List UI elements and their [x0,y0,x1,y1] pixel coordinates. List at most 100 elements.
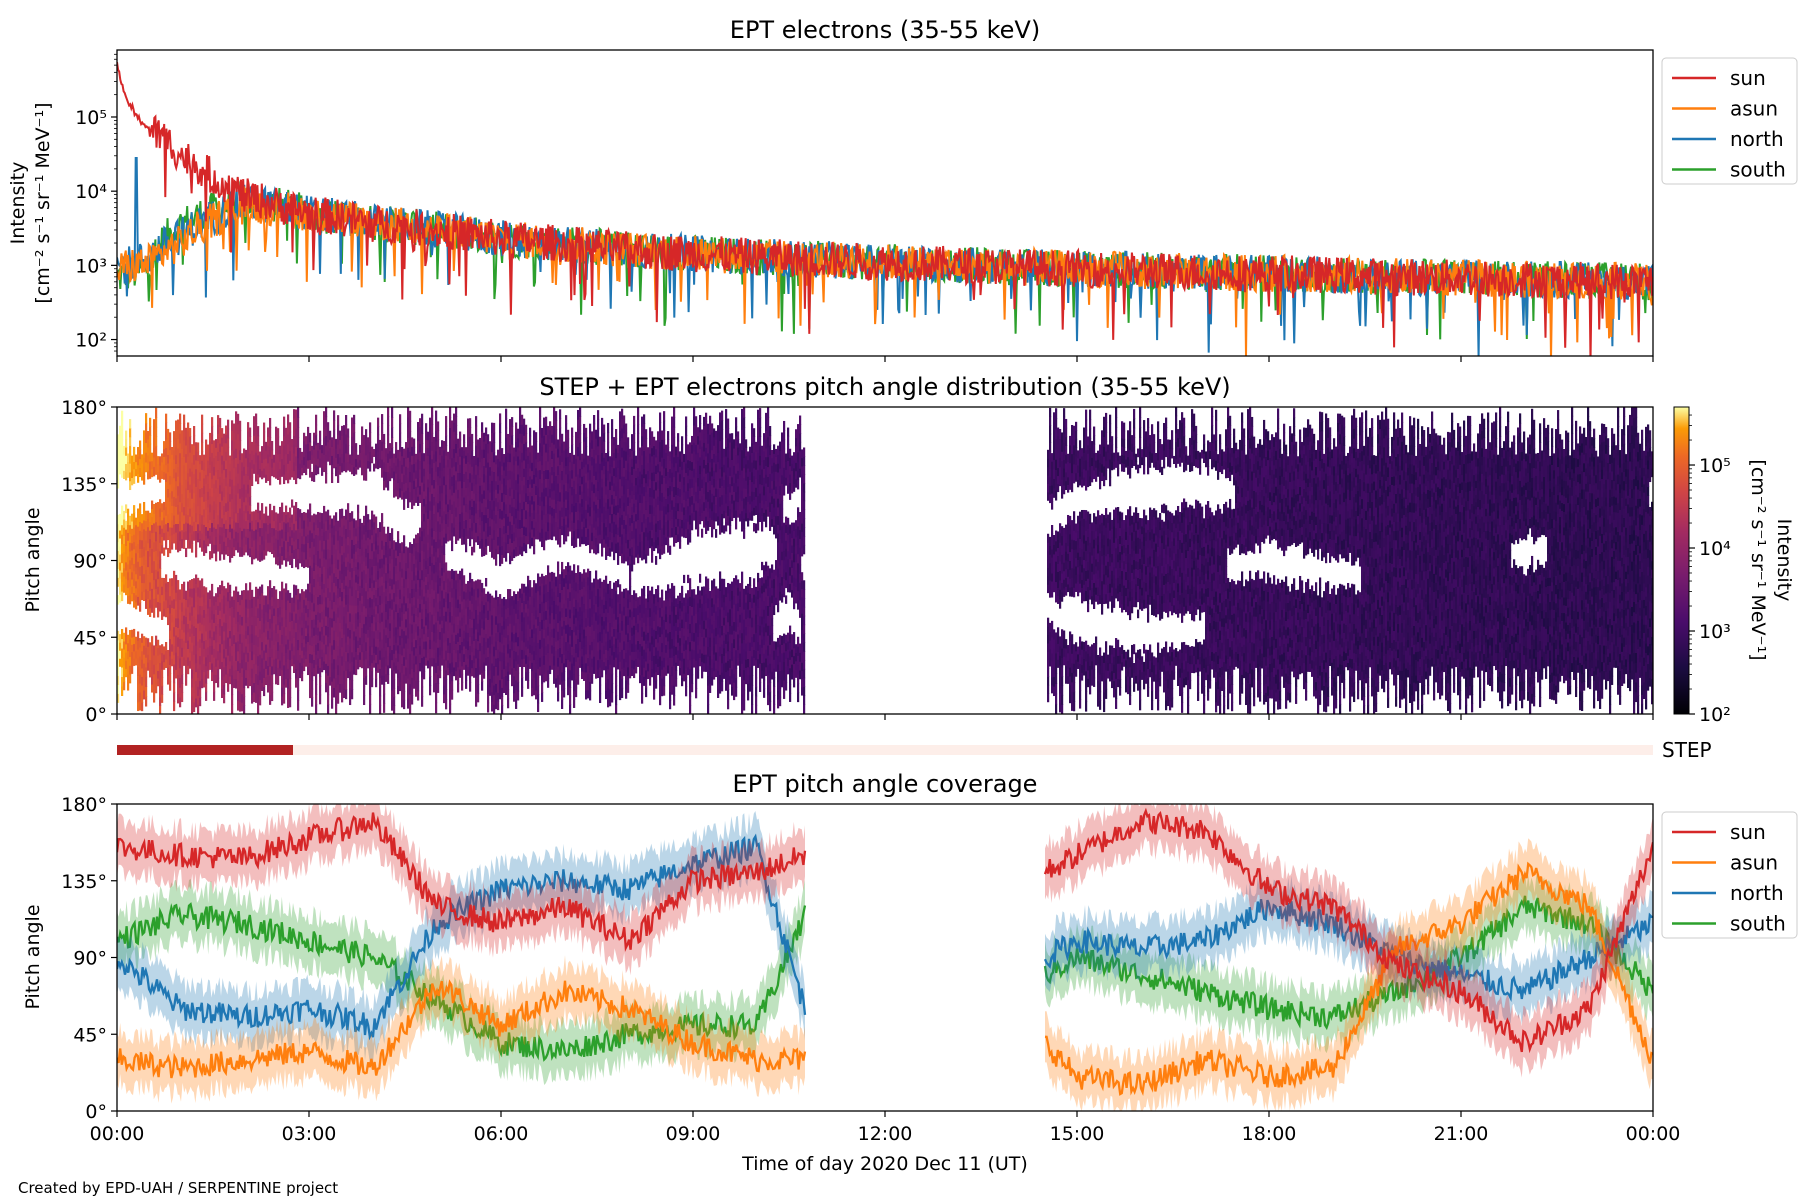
heatmap-cell [327,548,330,559]
heatmap-cell [321,641,324,650]
heatmap-cell [207,475,210,485]
heatmap-cell [429,556,432,567]
heatmap-cell [155,436,158,447]
heatmap-cell [305,597,308,606]
heatmap-cell [261,657,264,667]
heatmap-cell [411,472,414,483]
heatmap-cell [479,437,482,447]
heatmap-cell [383,656,386,667]
heatmap-cell [207,654,210,664]
heatmap-cell [407,467,410,478]
heatmap-cell [117,541,120,552]
heatmap-cell [499,422,502,434]
heatmap-cell [147,662,150,671]
heatmap-cell [367,521,370,531]
heatmap-cell [321,588,324,597]
heatmap-cell [231,459,234,470]
heatmap-cell [413,604,416,614]
heatmap-cell [367,590,370,600]
heatmap-cell [329,557,332,567]
heatmap-cell [333,658,336,669]
heatmap-cell [165,447,168,457]
heatmap-cell [267,542,270,552]
heatmap-cell [295,594,298,605]
heatmap-cell [229,516,232,525]
heatmap-cell [453,431,456,441]
heatmap-cell [447,503,450,512]
heatmap-cell [393,661,396,672]
heatmap-cell [163,463,166,473]
heatmap-cell [493,452,496,463]
heatmap-cell [221,463,224,474]
heatmap-cell [315,434,318,446]
heatmap-cell [331,545,334,556]
heatmap-cell [241,693,244,703]
heatmap-cell [327,558,330,569]
heatmap-cell [475,580,478,591]
heatmap-cell [439,546,442,556]
heatmap-cell [349,529,352,539]
heatmap-cell [119,578,122,587]
heatmap-cell [417,440,420,451]
heatmap-cell [331,572,334,583]
heatmap-cell [489,475,492,485]
heatmap-cell [229,523,232,533]
heatmap-cell [251,537,254,547]
heatmap-cell [385,463,388,473]
heatmap-cell [451,661,454,672]
heatmap-cell [475,648,478,659]
heatmap-cell [487,665,490,676]
heatmap-cell [411,544,414,554]
heatmap-cell [243,598,246,609]
heatmap-cell [313,643,316,652]
heatmap-cell [231,616,234,627]
heatmap-cell [163,654,166,663]
heatmap-cell [399,414,402,425]
heatmap-cell [331,536,334,547]
heatmap-cell [457,514,460,524]
heatmap-cell [181,493,184,504]
heatmap-cell [121,638,124,649]
heatmap-cell [497,683,500,693]
heatmap-cell [375,670,378,680]
heatmap-cell [175,574,178,585]
heatmap-cell [275,623,278,633]
heatmap-cell [205,448,208,458]
heatmap-cell [343,588,346,599]
heatmap-cell [225,656,228,666]
heatmap-cell [453,509,456,519]
heatmap-cell [175,471,178,482]
heatmap-cell [391,437,394,449]
heatmap-cell [479,587,482,597]
heatmap-cell [363,560,366,571]
heatmap-cell [265,644,268,653]
heatmap-cell [369,616,372,627]
heatmap-cell [385,626,388,636]
heatmap-cell [427,455,430,464]
heatmap-cell [129,480,132,491]
heatmap-cell [157,463,160,473]
heatmap-cell [415,655,418,665]
heatmap-cell [205,526,208,536]
heatmap-cell [349,537,352,547]
heatmap-cell [229,546,232,555]
heatmap-cell [387,600,390,611]
heatmap-cell [349,596,352,606]
heatmap-cell [441,612,444,621]
heatmap-cell [323,523,326,533]
heatmap-cell [367,544,370,554]
heatmap-cell [163,456,166,465]
heatmap-cell [437,457,440,468]
heatmap-cell [155,664,158,675]
heatmap-cell [355,643,358,652]
heatmap-cell [359,614,362,623]
heatmap-cell [419,527,422,537]
heatmap-cell [399,644,402,655]
heatmap-cell [285,600,288,610]
heatmap-cell [241,624,244,635]
heatmap-cell [409,491,412,503]
heatmap-cell [201,669,204,680]
heatmap-cell [211,496,214,506]
heatmap-cell [179,442,182,454]
heatmap-cell [143,430,146,440]
